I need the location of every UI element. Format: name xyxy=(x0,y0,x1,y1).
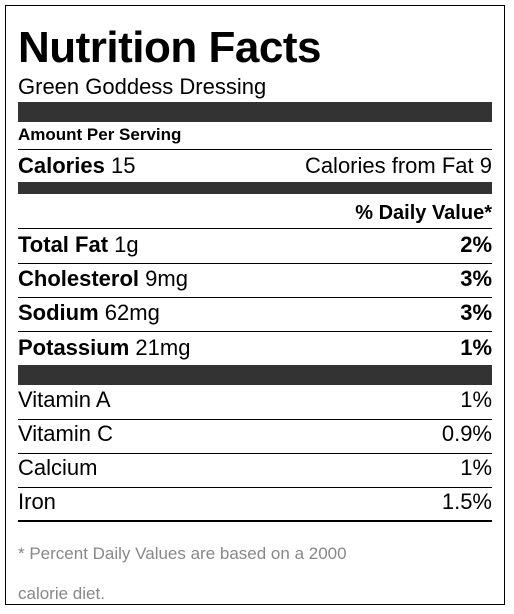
nutrient-name-amount: Potassium 21mg xyxy=(18,335,190,361)
vitamin-row: Iron 1.5% xyxy=(18,489,492,515)
thick-divider xyxy=(18,365,492,385)
label-title: Nutrition Facts xyxy=(18,23,321,72)
nutrient-name: Potassium xyxy=(18,335,130,360)
nutrient-amount: 21mg xyxy=(135,335,191,360)
nutrient-name-amount: Total Fat 1g xyxy=(18,232,139,258)
label-subtitle: Green Goddess Dressing xyxy=(18,74,267,99)
footnote-line-1: * Percent Daily Values are based on a 20… xyxy=(18,544,347,563)
vitamin-name: Calcium xyxy=(18,455,98,480)
nutrition-label: Nutrition Facts Green Goddess Dressing A… xyxy=(5,5,505,605)
nutrient-dv: 3% xyxy=(460,300,492,325)
nutrient-name: Cholesterol xyxy=(18,266,140,291)
nutrient-name: Sodium xyxy=(18,300,99,325)
nutrient-amount: 9mg xyxy=(145,266,188,291)
nutrient-amount: 62mg xyxy=(104,300,160,325)
divider xyxy=(18,228,492,229)
footnote: * Percent Daily Values are based on a 20… xyxy=(18,534,492,614)
divider xyxy=(18,520,492,522)
calories-row: Calories 15 Calories from Fat 9 xyxy=(18,153,492,179)
calories-label: Calories xyxy=(18,153,105,178)
divider xyxy=(18,487,492,488)
daily-value-header: % Daily Value* xyxy=(355,202,492,224)
nutrient-row: Total Fat 1g 2% xyxy=(18,232,492,258)
nutrient-name-amount: Sodium 62mg xyxy=(18,300,160,326)
vitamin-dv: 1% xyxy=(460,387,492,412)
vitamin-dv: 1% xyxy=(460,455,492,480)
nutrient-amount: 1g xyxy=(114,232,139,257)
divider xyxy=(18,419,492,420)
vitamin-row: Calcium 1% xyxy=(18,455,492,481)
footnote-line-2: calorie diet. xyxy=(18,584,105,603)
vitamin-row: Vitamin A 1% xyxy=(18,387,492,413)
calories-from-fat: Calories from Fat 9 xyxy=(304,153,492,178)
vitamin-row: Vitamin C 0.9% xyxy=(18,421,492,447)
vitamin-name: Vitamin C xyxy=(18,421,113,446)
divider xyxy=(18,263,492,264)
nutrient-name-amount: Cholesterol 9mg xyxy=(18,266,188,292)
divider xyxy=(18,149,492,150)
vitamin-name: Vitamin A xyxy=(18,387,111,412)
nutrient-row: Sodium 62mg 3% xyxy=(18,300,492,326)
vitamin-dv: 0.9% xyxy=(441,421,492,446)
thick-divider xyxy=(18,102,492,122)
nutrient-dv: 2% xyxy=(460,232,492,257)
vitamin-name: Iron xyxy=(18,489,56,514)
vitamin-dv: 1.5% xyxy=(441,489,492,514)
divider xyxy=(18,453,492,454)
calories: Calories 15 xyxy=(18,153,135,179)
nutrient-name: Total Fat xyxy=(18,232,109,257)
nutrient-dv: 3% xyxy=(460,266,492,291)
nutrient-row: Cholesterol 9mg 3% xyxy=(18,266,492,292)
nutrient-row: Potassium 21mg 1% xyxy=(18,335,492,361)
calories-value: 15 xyxy=(110,153,136,178)
divider xyxy=(18,297,492,298)
nutrient-dv: 1% xyxy=(460,335,492,360)
amount-per-serving: Amount Per Serving xyxy=(18,125,182,144)
divider xyxy=(18,331,492,332)
medium-divider xyxy=(18,182,492,194)
